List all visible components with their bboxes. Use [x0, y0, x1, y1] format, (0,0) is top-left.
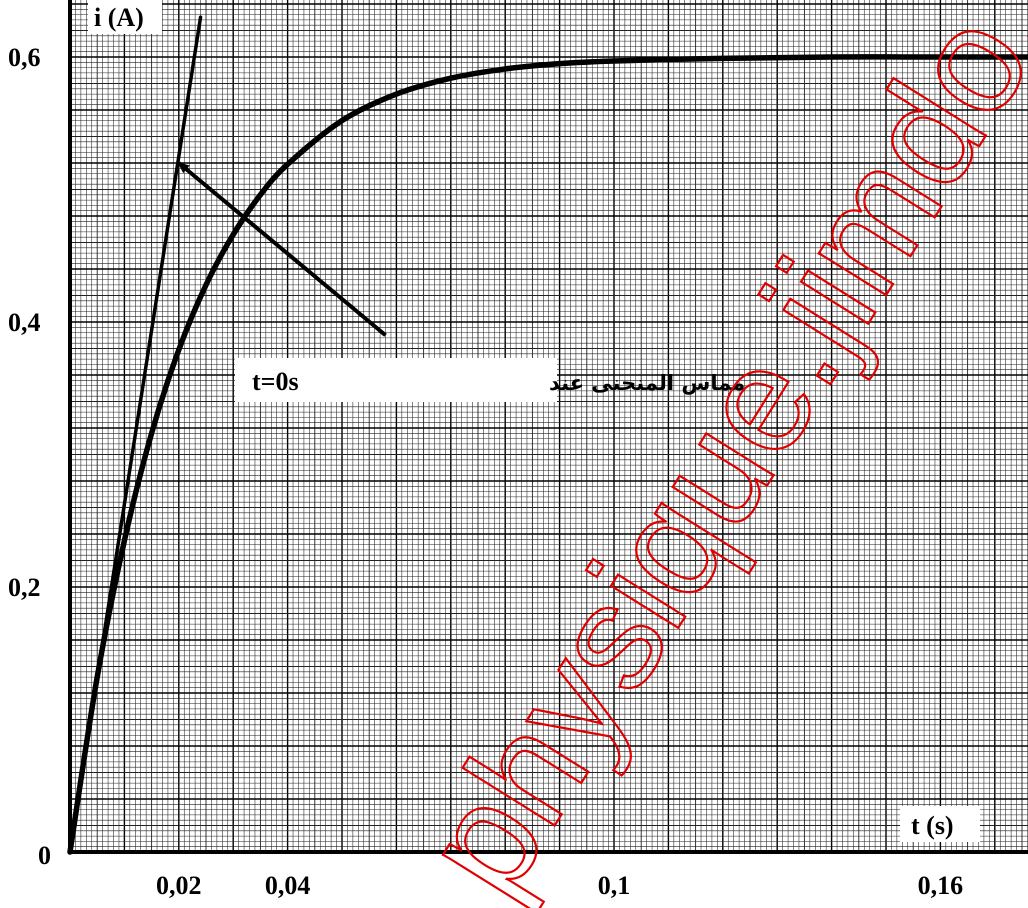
- y-tick-label: 0,2: [8, 573, 41, 602]
- axes: [68, 0, 1028, 854]
- annotation-bg: [235, 358, 557, 402]
- annotation-text-math: t=0s: [252, 367, 299, 396]
- y-axis-label-bg: [88, 0, 162, 34]
- x-tick-label: 0,04: [265, 871, 311, 900]
- y-tick-label: 0,4: [8, 308, 41, 337]
- y-tick-label: 0,6: [8, 43, 41, 72]
- x-axis-label-group: t (s): [900, 806, 980, 842]
- current-curve: [67, 54, 1028, 855]
- x-tick-label: 0,02: [156, 871, 202, 900]
- origin-label: 0: [38, 841, 51, 870]
- x-axis-label-bg: [900, 806, 980, 842]
- x-tick-label: 0,1: [598, 871, 631, 900]
- x-axis-label: t (s): [911, 811, 954, 840]
- tangent-line: [68, 15, 203, 854]
- tangent-annotation: t=0s مماس المنحنى عند: [177, 161, 745, 402]
- annotation-text-ar: مماس المنحنى عند: [549, 371, 745, 395]
- annotation-arrow: [177, 161, 387, 337]
- tick-labels: 0,02 0,04 0,1 0,16 0,2 0,4 0,6 0: [8, 43, 963, 900]
- y-axis-label-group: i (A): [88, 0, 162, 34]
- y-axis-label: i (A): [94, 3, 144, 32]
- x-tick-label: 0,16: [918, 871, 964, 900]
- curves: [67, 15, 1028, 855]
